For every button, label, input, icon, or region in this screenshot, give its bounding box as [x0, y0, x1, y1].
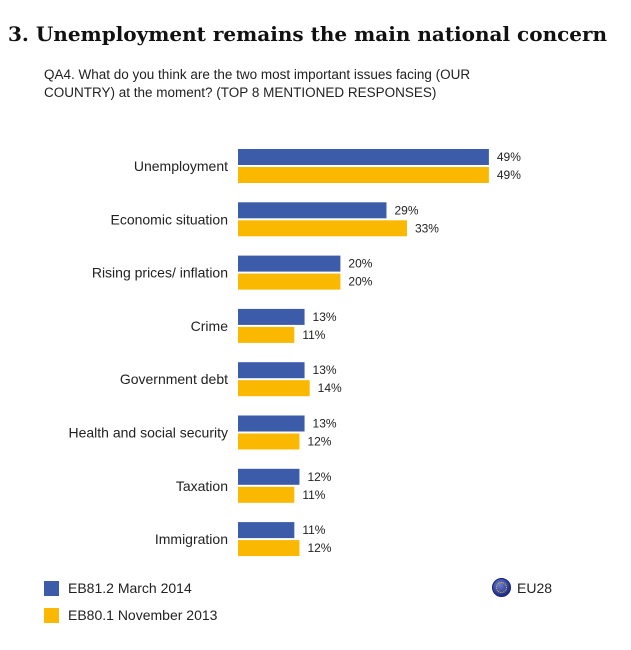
- legend-region: EU28: [492, 578, 552, 597]
- data-label: 49%: [497, 150, 521, 164]
- bar-series1: [238, 202, 387, 219]
- category-label: Government debt: [120, 371, 228, 387]
- bar-series1: [238, 468, 300, 485]
- legend-item-series2: EB80.1 November 2013: [44, 607, 217, 623]
- category-label: Health and social security: [68, 425, 228, 441]
- data-label: 33%: [415, 221, 439, 235]
- bar-series2: [238, 433, 300, 450]
- page-title: 3. Unemployment remains the main nationa…: [8, 22, 608, 46]
- data-label: 13%: [313, 310, 337, 324]
- data-label: 11%: [302, 328, 325, 342]
- data-label: 11%: [302, 523, 325, 537]
- category-label: Taxation: [176, 478, 228, 494]
- data-label: 13%: [313, 363, 337, 377]
- data-label: 12%: [307, 541, 331, 555]
- eu-flag-icon: [492, 578, 511, 597]
- bar-series1: [238, 522, 295, 539]
- bar-series1: [238, 362, 305, 379]
- data-label: 49%: [497, 168, 521, 182]
- legend-swatch-series2: [44, 607, 59, 623]
- data-label: 14%: [318, 381, 342, 395]
- bar-chart: Unemployment 49% 49% Economic situation 29% 3…: [68, 149, 521, 557]
- legend-item-series1: EB81.2 March 2014: [44, 580, 192, 596]
- bar-series1: [238, 255, 341, 272]
- bar-series2: [238, 167, 489, 183]
- legend-label-series2: EB80.1 November 2013: [68, 607, 218, 623]
- legend-swatch-series1: [44, 580, 59, 596]
- bar-series1: [238, 308, 305, 325]
- chart-question: QA4. What do you think are the two most …: [44, 67, 471, 100]
- data-label: 13%: [313, 417, 337, 431]
- legend-label-series1: EB81.2 March 2014: [68, 580, 192, 596]
- data-label: 20%: [348, 275, 372, 289]
- category-label: Economic situation: [110, 211, 228, 227]
- data-label: 29%: [394, 203, 418, 217]
- bar-series2: [238, 326, 295, 343]
- category-label: Unemployment: [134, 158, 228, 174]
- bar-series2: [238, 486, 295, 503]
- bar-series1: [238, 149, 489, 165]
- bar-series2: [238, 540, 300, 557]
- bar-series2: [238, 380, 310, 397]
- category-label: Rising prices/ inflation: [92, 265, 228, 281]
- data-label: 20%: [348, 257, 372, 271]
- data-label: 11%: [302, 488, 325, 502]
- category-label: Immigration: [155, 531, 228, 547]
- bar-series2: [238, 220, 407, 237]
- bar-series2: [238, 273, 341, 290]
- bar-series1: [238, 415, 305, 432]
- legend-region-label: EU28: [517, 579, 553, 596]
- category-label: Crime: [191, 318, 229, 334]
- data-label: 12%: [307, 435, 331, 449]
- data-label: 12%: [307, 470, 331, 484]
